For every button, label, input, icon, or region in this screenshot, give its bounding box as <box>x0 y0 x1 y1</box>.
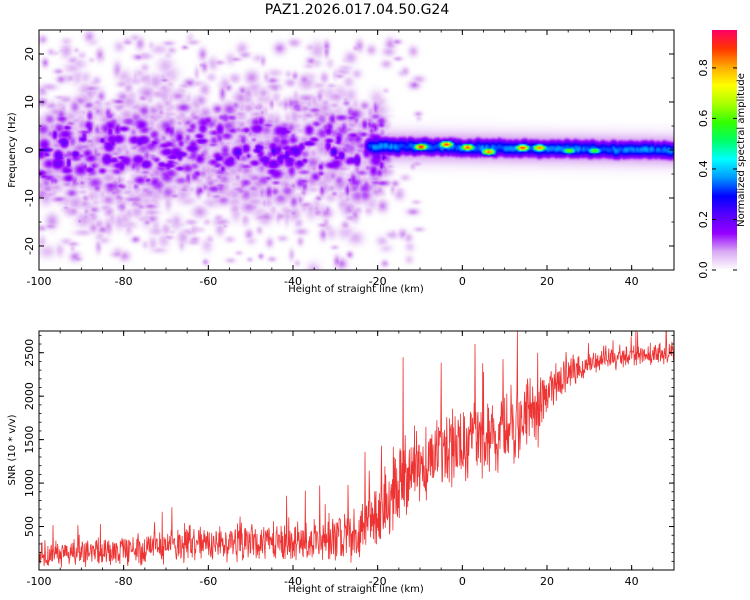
spectrogram-x-label: Height of straight line (km) <box>288 284 424 295</box>
figure-title: PAZ1.2026.017.04.50.G24 <box>265 2 450 18</box>
colorbar-ticks: 0.0 0.2 0.4 0.6 0.8 <box>697 59 737 279</box>
spectrogram-x-tick-label: 40 <box>625 275 639 288</box>
colorbar-tick-label: 0.0 <box>697 261 710 279</box>
spectrogram-x-ticks: -100 -80 -60 -40 -20 0 20 40 <box>27 30 675 288</box>
snr-series-line <box>38 330 675 568</box>
colorbar-label: Normalized spectral amplitude <box>736 73 747 227</box>
spectrogram-x-tick-label: 0 <box>459 275 466 288</box>
colorbar-tick-label: 0.2 <box>697 211 710 229</box>
colorbar-tick-label: 0.6 <box>697 110 710 128</box>
snr-x-tick-label: -60 <box>199 575 217 588</box>
snr-x-label: Height of straight line (km) <box>288 584 424 595</box>
snr-x-tick-label: -40 <box>284 575 302 588</box>
snr-y-tick-label: 1500 <box>23 426 36 454</box>
spectrogram-x-tick-label: 20 <box>540 275 554 288</box>
spectrogram-y-label: Frequency (Hz) <box>7 112 18 188</box>
colorbar-tick-label: 0.4 <box>697 160 710 178</box>
colorbar-tick-label: 0.8 <box>697 59 710 77</box>
snr-y-tick-label: 2500 <box>23 339 36 367</box>
snr-x-tick-label: 20 <box>540 575 554 588</box>
spectrogram-x-tick-label: -20 <box>369 275 387 288</box>
snr-y-tick-label: 2000 <box>23 382 36 410</box>
colorbar: 0.0 0.2 0.4 0.6 0.8 Normalized spectral ampl… <box>697 30 747 279</box>
snr-y-tick-label: 500 <box>23 516 36 537</box>
spectrogram-x-tick-label: -80 <box>115 275 133 288</box>
spectrogram-y-tick-label: 10 <box>23 95 36 109</box>
snr-x-tick-label: -80 <box>115 575 133 588</box>
spectrogram-y-tick-label: -10 <box>23 189 36 207</box>
snr-x-tick-label: -100 <box>27 575 52 588</box>
snr-x-ticks: -100 -80 -60 -40 -20 0 20 40 <box>27 331 675 588</box>
spectrogram-y-tick-label: -20 <box>23 237 36 255</box>
spectrogram-x-tick-label: -40 <box>284 275 302 288</box>
snr-y-label: SNR (10 * v/v) <box>7 414 18 485</box>
snr-x-tick-label: 0 <box>459 575 466 588</box>
snr-panel: -100 -80 -60 -40 -20 0 20 40 500 1000 1500 2000 250… <box>7 330 675 595</box>
spectrogram-field <box>39 30 674 270</box>
spectrogram-x-tick-label: -60 <box>199 275 217 288</box>
snr-y-tick-label: 1000 <box>23 469 36 497</box>
spectrogram-x-tick-label: -100 <box>27 275 52 288</box>
spectrogram-y-tick-label: 20 <box>23 47 36 61</box>
spectrogram-y-tick-label: 0 <box>23 147 36 154</box>
snr-x-tick-label: 40 <box>625 575 639 588</box>
spectrogram-y-ticks: -20 -10 0 10 20 <box>23 29 674 271</box>
snr-y-ticks: 500 1000 1500 2000 2500 <box>23 334 674 571</box>
snr-x-tick-label: -20 <box>369 575 387 588</box>
colorbar-gradient <box>712 30 737 270</box>
